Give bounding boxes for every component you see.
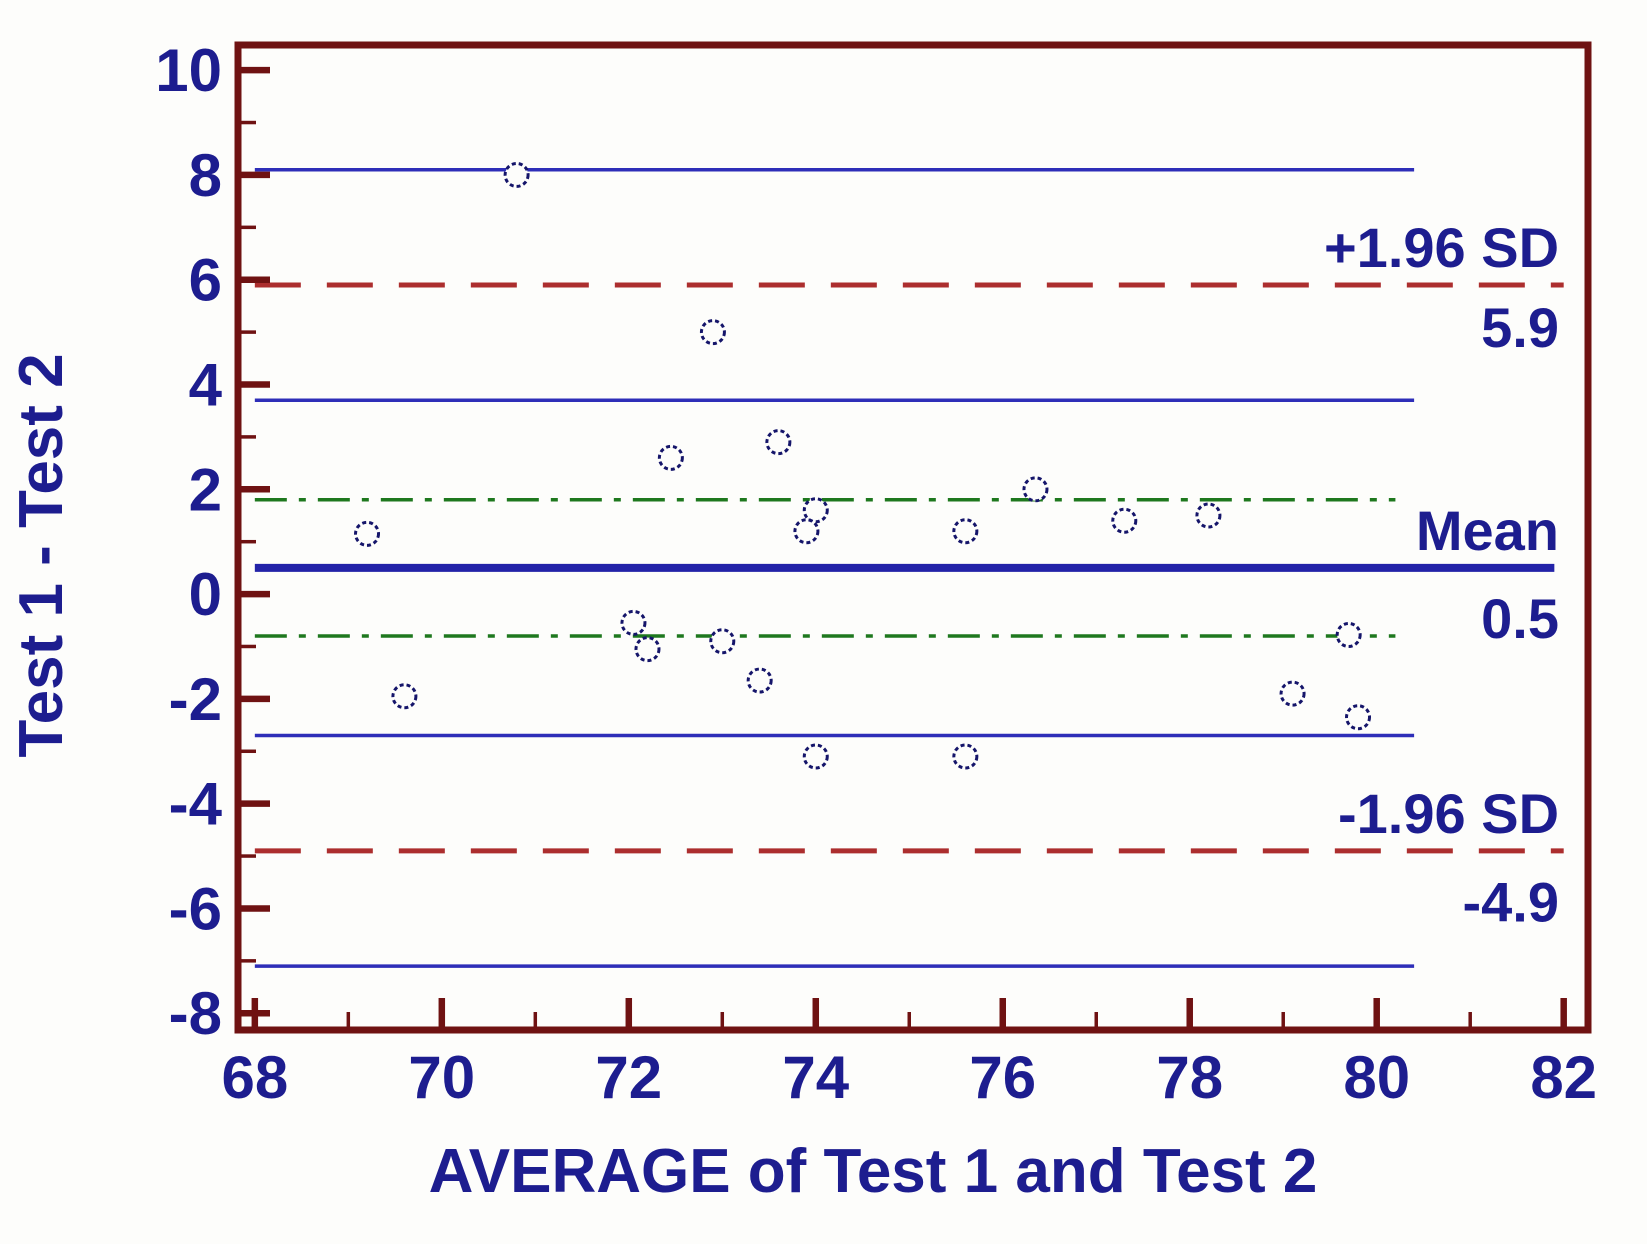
y-tick-label: 0 xyxy=(189,561,222,628)
data-point xyxy=(391,683,418,710)
data-point xyxy=(354,520,381,547)
x-tick-label: 78 xyxy=(1156,1044,1223,1111)
y-tick-label: 10 xyxy=(155,37,222,104)
data-point xyxy=(620,609,647,636)
annotation--1-96-sd: -1.96 SD xyxy=(1338,782,1559,845)
data-point xyxy=(1195,502,1222,529)
y-tick-label: 2 xyxy=(189,456,222,523)
line-annotations: +1.96 SD 5.9 Mean 0.5 -1.96 SD -4.9 xyxy=(1324,216,1559,933)
y-tick-label: 4 xyxy=(189,352,223,419)
y-tick-label: -6 xyxy=(169,875,222,942)
data-point xyxy=(699,319,726,346)
data-point xyxy=(503,161,530,188)
x-tick-label: 80 xyxy=(1343,1044,1410,1111)
y-tick-label: -4 xyxy=(169,771,223,838)
data-point xyxy=(709,628,736,655)
reference-lines xyxy=(254,167,1564,968)
data-point xyxy=(793,518,820,545)
y-axis-title: Test 1 - Test 2 xyxy=(7,353,76,757)
y-tick-label: -8 xyxy=(169,980,222,1047)
data-point xyxy=(657,444,684,471)
data-point xyxy=(952,743,979,770)
annotation--4-9: -4.9 xyxy=(1463,871,1560,934)
y-tick-label: 6 xyxy=(189,247,222,314)
data-point xyxy=(1335,621,1362,648)
x-tick-label: 82 xyxy=(1530,1044,1597,1111)
x-tick-label: 74 xyxy=(782,1044,849,1111)
data-point xyxy=(952,518,979,545)
x-axis-title: AVERAGE of Test 1 and Test 2 xyxy=(429,1137,1318,1206)
scatter-points xyxy=(354,161,1372,770)
data-point xyxy=(746,667,773,694)
data-point xyxy=(1022,476,1049,503)
plot-frame xyxy=(234,41,1592,1034)
axis-ticks xyxy=(240,66,1567,1028)
annotation--1-96-sd: +1.96 SD xyxy=(1324,216,1559,279)
data-point xyxy=(802,497,829,524)
data-point xyxy=(765,429,792,456)
data-point xyxy=(1345,704,1372,731)
annotation-mean: Mean xyxy=(1416,499,1559,562)
annotation-0-5: 0.5 xyxy=(1481,587,1559,650)
data-point xyxy=(802,743,829,770)
frame-border xyxy=(234,41,1592,1034)
x-tick-label: 68 xyxy=(221,1044,288,1111)
x-tick-label: 76 xyxy=(969,1044,1036,1111)
y-tick-label: -2 xyxy=(169,666,222,733)
x-tick-label: 70 xyxy=(408,1044,475,1111)
y-tick-label: 8 xyxy=(189,142,222,209)
data-point xyxy=(634,636,661,663)
data-point xyxy=(1111,507,1138,534)
x-tick-label: 72 xyxy=(595,1044,662,1111)
annotation-5-9: 5.9 xyxy=(1481,296,1559,359)
data-point xyxy=(1279,680,1306,707)
